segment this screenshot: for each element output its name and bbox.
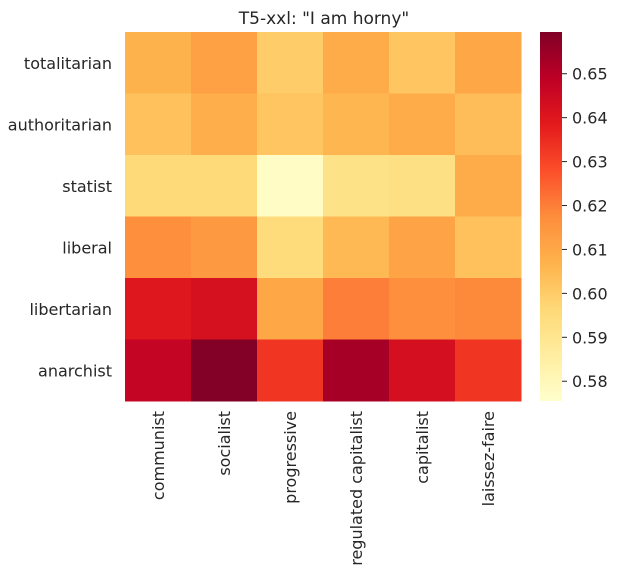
heatmap-cells: [125, 32, 522, 402]
heatmap-cell: [125, 216, 192, 279]
heatmap-cell: [389, 216, 456, 279]
heatmap-cell: [389, 278, 456, 340]
heatmap-cell: [323, 93, 390, 156]
x-tick-labels: communist socialist progressive regulated c…: [149, 411, 498, 566]
colorbar-tick-label: 0.58: [572, 372, 608, 391]
heatmap-cell: [257, 93, 324, 156]
heatmap-cell: [389, 32, 456, 94]
heatmap-cell: [125, 93, 192, 156]
colorbar: [540, 32, 562, 401]
heatmap-cell: [125, 155, 192, 217]
heatmap-cell: [455, 278, 522, 340]
x-tick-label: progressive: [281, 411, 300, 504]
colorbar-tick-label: 0.63: [572, 153, 608, 172]
heatmap-cell: [455, 216, 522, 279]
heatmap-cell: [455, 155, 522, 217]
heatmap-cell: [323, 32, 390, 94]
x-tick-label: communist: [149, 411, 168, 500]
heatmap-cell: [389, 155, 456, 217]
heatmap-cell: [455, 339, 522, 402]
heatmap-cell: [257, 278, 324, 340]
heatmap-cell: [191, 339, 258, 402]
colorbar-tick-label: 0.62: [572, 197, 608, 216]
heatmap-cell: [455, 93, 522, 156]
heatmap-cell: [191, 216, 258, 279]
heatmap-cell: [257, 216, 324, 279]
y-tick-label: totalitarian: [24, 54, 112, 73]
colorbar-tick-label: 0.59: [572, 328, 608, 347]
y-tick-labels: totalitarian authoritarian statist liberal l…: [8, 54, 112, 381]
colorbar-tick-label: 0.61: [572, 240, 608, 259]
x-tick-label: socialist: [215, 411, 234, 476]
heatmap-cell: [191, 155, 258, 217]
y-tick-label: liberal: [62, 238, 112, 257]
heatmap-cell: [257, 155, 324, 217]
x-tick-label: laissez-faire: [479, 411, 498, 506]
colorbar-tick-label: 0.60: [572, 284, 608, 303]
heatmap-cell: [323, 155, 390, 217]
y-tick-label: anarchist: [38, 361, 112, 380]
colorbar-tick-label: 0.65: [572, 65, 608, 84]
heatmap-cell: [455, 32, 522, 94]
colorbar-ticks: 0.58 0.59 0.60 0.61 0.62 0.63 0.64 0.65: [562, 65, 608, 391]
y-tick-label: statist: [62, 177, 112, 196]
y-tick-label: libertarian: [29, 300, 112, 319]
heatmap-cell: [323, 216, 390, 279]
colorbar-tick-label: 0.64: [572, 109, 608, 128]
heatmap-cell: [125, 339, 192, 402]
heatmap-cell: [191, 278, 258, 340]
heatmap-cell: [323, 339, 390, 402]
heatmap-cell: [257, 339, 324, 402]
heatmap-cell: [191, 93, 258, 156]
y-tick-label: authoritarian: [8, 115, 112, 134]
heatmap-cell: [125, 32, 192, 94]
heatmap-cell: [389, 339, 456, 402]
heatmap-cell: [389, 93, 456, 156]
heatmap-cell: [323, 278, 390, 340]
heatmap-cell: [191, 32, 258, 94]
x-tick-label: capitalist: [413, 411, 432, 484]
x-tick-label: regulated capitalist: [347, 411, 366, 566]
chart-title: T5-xxl: "I am horny": [238, 9, 409, 29]
heatmap-cell: [125, 278, 192, 340]
heatmap-cell: [257, 32, 324, 94]
